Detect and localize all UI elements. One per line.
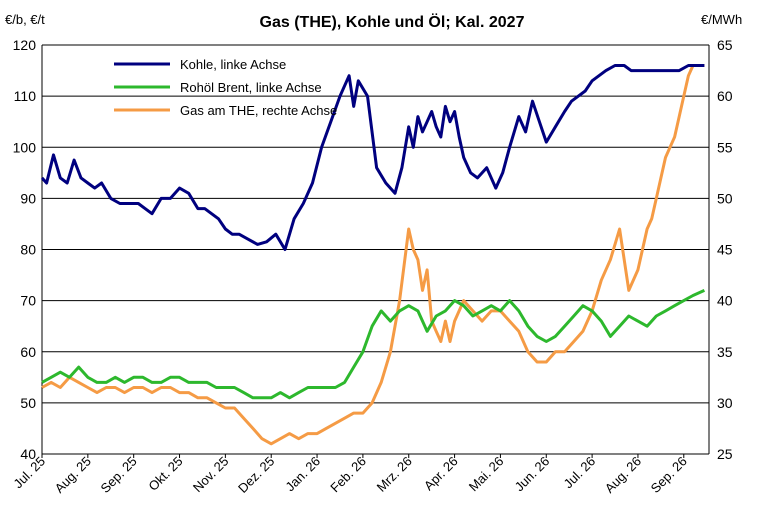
left-tick-label: 120 (13, 37, 37, 53)
series-line-0 (40, 64, 705, 251)
right-tick-label: 60 (717, 88, 733, 104)
series-lines (40, 64, 706, 446)
right-tick-label: 50 (717, 190, 733, 206)
series-line-1 (41, 289, 706, 400)
right-tick-label: 25 (717, 446, 733, 462)
right-tick-label: 65 (717, 37, 733, 53)
x-tick-label: Jun. 26 (512, 454, 553, 495)
left-tick-label: 110 (14, 88, 37, 104)
left-tick-label: 60 (20, 344, 36, 360)
right-tick-label: 55 (717, 139, 733, 155)
x-tick-label: Aug. 25 (52, 454, 94, 496)
right-tick-label: 45 (717, 242, 733, 258)
x-tick-label: Mrz. 26 (374, 454, 415, 495)
x-tick-label: Okt. 25 (145, 454, 185, 494)
left-tick-label: 40 (20, 446, 36, 462)
left-axis: 40 50 60 70 80 90 100 110 120 (13, 37, 37, 462)
left-tick-label: 90 (20, 190, 36, 206)
right-tick-label: 40 (717, 293, 733, 309)
right-axis-unit: €/MWh (701, 12, 742, 27)
chart-title: Gas (THE), Kohle und Öl; Kal. 2027 (260, 12, 525, 31)
x-tick-label: Apr. 26 (421, 454, 461, 494)
x-tick-label: Sep. 25 (98, 454, 140, 496)
right-axis: 25 30 35 40 45 50 55 60 65 (717, 37, 733, 462)
right-tick-label: 30 (717, 395, 733, 411)
x-tick-label: Nov. 25 (190, 454, 232, 496)
legend-label-kohle: Kohle, linke Achse (180, 57, 286, 72)
x-tick-label: Mai. 26 (466, 454, 507, 495)
legend-label-brent: Rohöl Brent, linke Achse (180, 80, 322, 95)
left-tick-label: 50 (20, 395, 36, 411)
x-tick-label: Jan. 26 (282, 454, 323, 495)
legend: Kohle, linke Achse Rohöl Brent, linke Ac… (114, 57, 337, 118)
left-axis-unit: €/b, €/t (5, 12, 45, 27)
left-tick-label: 80 (20, 242, 36, 258)
series-line-2 (41, 64, 705, 446)
left-tick-label: 100 (13, 139, 37, 155)
x-axis: Jul. 25 Aug. 25 Sep. 25 Okt. 25 Nov. 25 Dez. … (10, 454, 689, 496)
right-tick-label: 35 (717, 344, 733, 360)
x-tick-label: Sep. 26 (648, 454, 690, 496)
x-tick-label: Aug. 26 (602, 454, 644, 496)
left-tick-label: 70 (20, 293, 36, 309)
legend-label-gas: Gas am THE, rechte Achse (180, 103, 337, 118)
x-tick-label: Jul. 26 (561, 454, 599, 492)
x-tick-label: Feb. 26 (327, 454, 369, 496)
x-tick-label: Dez. 25 (235, 454, 277, 496)
